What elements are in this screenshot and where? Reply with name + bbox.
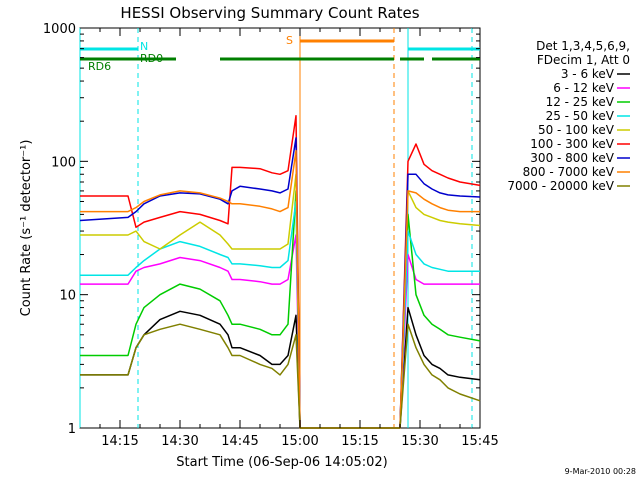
x-tick-label: 14:30 <box>161 434 198 449</box>
series-line-2 <box>80 234 480 429</box>
series-line-7 <box>79 137 481 429</box>
series-line-3 <box>80 190 481 429</box>
annotation-rd6: RD6 <box>88 60 111 73</box>
y-tick-label: 1 <box>68 422 76 437</box>
x-tick-label: 15:15 <box>341 434 378 449</box>
annotation-n: N <box>140 40 148 53</box>
series-line-8 <box>80 150 480 429</box>
legend-entry-label: 12 - 25 keV <box>546 95 615 109</box>
plot-frame <box>79 27 481 429</box>
annotation-rd0: RD0 <box>140 52 163 65</box>
legend-entry-label: 25 - 50 keV <box>546 109 615 123</box>
y-tick-label: 10 <box>59 289 76 304</box>
x-tick-label: 15:45 <box>461 434 498 449</box>
annotation-s: S <box>286 34 293 47</box>
legend-entry-label: 6 - 12 keV <box>553 81 615 95</box>
x-tick-label: 15:00 <box>281 434 318 449</box>
y-tick-label: 1000 <box>43 22 76 37</box>
chart-title: HESSI Observing Summary Count Rates <box>120 4 419 22</box>
legend-entry-label: 100 - 300 keV <box>530 137 614 151</box>
y-axis-label: Count Rate (s⁻¹ detector⁻¹) <box>19 140 34 317</box>
x-axis-label: Start Time (06-Sep-06 14:05:02) <box>176 455 387 470</box>
legend-header-line-2: FDecim 1, Att 0 <box>537 53 630 67</box>
plot-overlays: N S RD0 RD6 <box>79 28 480 428</box>
legend-entry-label: 800 - 7000 keV <box>523 165 615 179</box>
footer-date: 9-Mar-2010 00:28 <box>565 467 636 476</box>
series-line-9 <box>80 323 481 429</box>
series-line-4 <box>80 200 480 429</box>
x-tick-label: 15:30 <box>401 434 438 449</box>
series-line-5 <box>80 173 481 429</box>
legend-entry-label: 50 - 100 keV <box>538 123 615 137</box>
y-tick-label: 100 <box>51 155 76 170</box>
axes-layer: 1 10 100 1000 14:15 14:30 14:45 15:00 15:15 15:30… <box>43 22 499 449</box>
legend-entry-label: 300 - 800 keV <box>530 151 614 165</box>
legend-entry-label: 7000 - 20000 keV <box>507 179 614 193</box>
series-layer <box>79 114 481 429</box>
series-line-1 <box>80 306 481 429</box>
legend: Det 1,3,4,5,6,9, FDecim 1, Att 0 3 - 6 k… <box>507 39 630 193</box>
legend-entry-label: 3 - 6 keV <box>561 67 615 81</box>
series-line-6 <box>80 114 481 429</box>
x-tick-label: 14:15 <box>101 434 138 449</box>
x-tick-label: 14:45 <box>221 434 258 449</box>
legend-header-line-1: Det 1,3,4,5,6,9, <box>536 39 630 53</box>
